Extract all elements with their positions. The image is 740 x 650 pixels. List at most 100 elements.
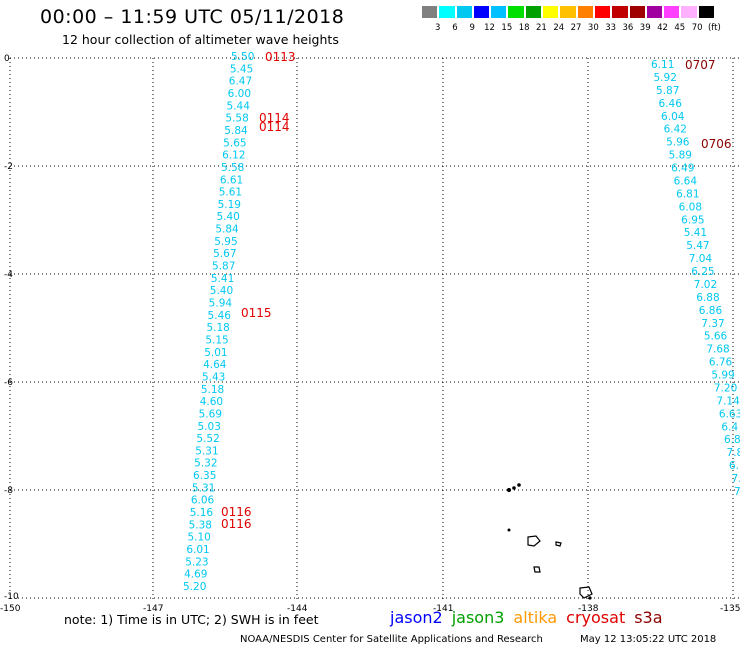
swh-value: 5.41 [211, 273, 234, 285]
legend-label: 36 [622, 23, 634, 33]
swh-value: 5.01 [204, 347, 227, 359]
legend-label: 39 [639, 23, 651, 33]
swh-value: 5.44 [227, 100, 251, 112]
swh-value: 6.12 [222, 150, 245, 162]
swh-value: 4.69 [184, 569, 207, 581]
footer-note: note: 1) Time is in UTC; 2) SWH is in fe… [64, 612, 319, 627]
legend-swatch [559, 5, 577, 19]
legend-swatch [697, 5, 716, 19]
legend-label: 70 [691, 23, 703, 33]
legend-swatch [611, 5, 629, 19]
swh-value: 5.95 [214, 236, 237, 248]
swh-value: 5.41 [684, 227, 707, 239]
swh-value: 7. [734, 486, 740, 498]
swh-value: 5.58 [225, 113, 248, 125]
island [588, 596, 592, 600]
swh-value: 5.87 [656, 85, 679, 97]
swh-value: 7.02 [694, 279, 717, 291]
swh-value: 6.08 [679, 201, 702, 213]
swh-value: 5.89 [669, 150, 692, 162]
swh-value: 6.81 [676, 188, 699, 200]
legend-swatch [524, 5, 543, 19]
island [527, 535, 541, 547]
time-label: 0115 [241, 306, 272, 320]
map-title: 00:00 – 11:59 UTC 05/11/2018 [40, 6, 345, 28]
swh-value: 5.84 [224, 125, 248, 137]
swh-value: 7.20 [714, 382, 737, 394]
satellite-s3a: s3a [634, 608, 663, 627]
legend-label: 12 [484, 23, 495, 33]
swh-value: 7.14 [716, 395, 740, 407]
time-label: 0114 [259, 111, 290, 125]
swh-value: 6.42 [664, 124, 687, 136]
swh-value: 5.96 [666, 137, 690, 149]
lat-lon-grid [9, 57, 740, 600]
satellite-cryosat: cryosat [566, 608, 626, 627]
island [506, 487, 512, 493]
island [579, 586, 593, 599]
swh-value: 6.61 [220, 174, 243, 186]
legend-swatches [421, 5, 723, 19]
swh-value: 6.11 [651, 59, 674, 71]
swh-value: 6.00 [228, 88, 251, 100]
lon-label: -147 [143, 604, 163, 614]
swh-value: 5.50 [231, 51, 254, 63]
satellite-jason3: jason3 [451, 608, 505, 627]
lat-label: -4 [4, 270, 13, 280]
legend-label: (ft) [707, 23, 721, 33]
swh-value: 5.69 [199, 408, 222, 420]
swh-value: 6.76 [709, 357, 733, 369]
swh-value: 6.04 [661, 111, 685, 123]
lat-label: -8 [4, 486, 13, 496]
satellite-jason2: jason2 [390, 608, 443, 627]
legend-label: 3 [434, 23, 441, 33]
legend-labels: 3 6 9 12 15 18 21 24 27 30 33 36 39 42 45 70 (ft) [421, 19, 723, 33]
legend-swatch [593, 5, 612, 19]
generated-timestamp: May 12 13:05:22 UTC 2018 [580, 634, 717, 645]
lat-label: 0 [4, 54, 10, 64]
time-label: 0707 [685, 58, 716, 72]
swh-value: 4.64 [203, 359, 227, 371]
legend-label: 9 [469, 23, 475, 33]
legend-swatch [472, 5, 491, 19]
swh-value: 6.95 [681, 214, 704, 226]
swh-value: 5.32 [194, 458, 217, 470]
swh-value: 5.18 [201, 384, 224, 396]
swh-value: 5.87 [212, 261, 235, 273]
legend-swatch [645, 5, 664, 19]
credit-line: NOAA/NESDIS Center for Satellite Applica… [240, 634, 543, 645]
time-label: 0116 [221, 505, 252, 519]
legend-label: 15 [501, 23, 513, 33]
swh-value: 6.8 [724, 434, 740, 446]
swh-value: 5.47 [686, 240, 709, 252]
swh-value: 6.63 [719, 408, 740, 420]
swh-value: 5.40 [216, 211, 239, 223]
swh-value: 5.61 [219, 187, 242, 199]
lon-label: -141 [433, 604, 453, 614]
map-subtitle: 12 hour collection of altimeter wave hei… [62, 32, 339, 47]
swh-value: 7.04 [689, 253, 713, 265]
swh-value: 6.06 [191, 495, 215, 507]
swh-value: 7.68 [706, 344, 729, 356]
swh-value: 6.88 [696, 292, 719, 304]
island [517, 483, 521, 487]
legend-swatch [490, 5, 508, 19]
swh-value: 6.25 [691, 266, 714, 278]
legend-swatch [507, 5, 525, 19]
lat-label: -2 [4, 162, 13, 172]
swh-value: 5.94 [209, 298, 233, 310]
swh-value: 5.43 [202, 371, 225, 383]
swh-value: 5.19 [218, 199, 241, 211]
swh-value: 5.15 [205, 334, 228, 346]
legend-label: 18 [518, 23, 530, 33]
time-label: 0113 [265, 50, 296, 64]
swh-value: 5.40 [210, 285, 233, 297]
satellite-altika: altika [513, 608, 558, 627]
axis-tick-labels: 0 -2 -4 -6 -8 -10 -150 -147 -144 -141 -138 -135 [0, 54, 740, 614]
swh-value: 6.35 [193, 470, 216, 482]
swh-value: 5.45 [230, 63, 253, 75]
legend-swatch [438, 5, 456, 19]
swh-value: 5.16 [190, 507, 214, 519]
legend-label: 24 [553, 23, 565, 33]
